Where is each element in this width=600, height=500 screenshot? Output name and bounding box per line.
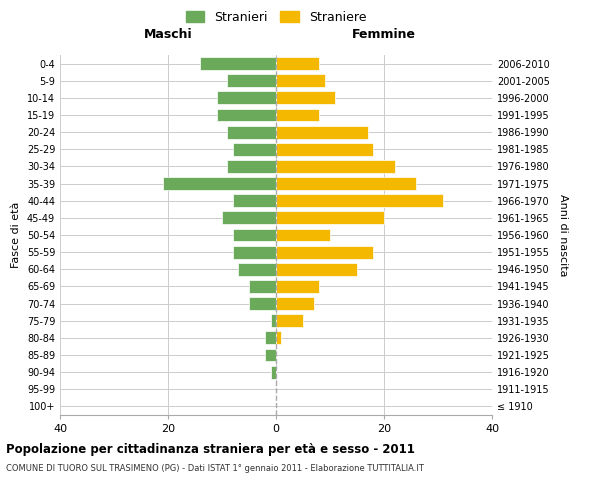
Text: Maschi: Maschi [143,28,193,40]
Bar [227,74,276,87]
Bar [233,246,276,258]
Y-axis label: Fasce di età: Fasce di età [11,202,21,268]
Bar [276,177,416,190]
Bar [276,246,373,258]
Bar [271,366,276,378]
Bar [200,57,276,70]
Legend: Stranieri, Straniere: Stranieri, Straniere [182,8,370,28]
Bar [276,126,368,138]
Bar [276,160,395,173]
Text: Femmine: Femmine [352,28,416,40]
Bar [233,228,276,241]
Bar [163,177,276,190]
Bar [227,160,276,173]
Bar [276,194,443,207]
Y-axis label: Anni di nascita: Anni di nascita [558,194,568,276]
Bar [249,280,276,293]
Bar [276,228,330,241]
Bar [276,108,319,122]
Bar [222,212,276,224]
Bar [233,143,276,156]
Bar [276,57,319,70]
Text: COMUNE DI TUORO SUL TRASIMENO (PG) - Dati ISTAT 1° gennaio 2011 - Elaborazione T: COMUNE DI TUORO SUL TRASIMENO (PG) - Dat… [6,464,424,473]
Bar [265,332,276,344]
Bar [271,314,276,327]
Bar [276,212,384,224]
Bar [276,143,373,156]
Bar [276,332,281,344]
Bar [217,92,276,104]
Bar [227,126,276,138]
Bar [217,108,276,122]
Text: Popolazione per cittadinanza straniera per età e sesso - 2011: Popolazione per cittadinanza straniera p… [6,442,415,456]
Bar [249,297,276,310]
Bar [276,314,303,327]
Bar [276,297,314,310]
Bar [276,280,319,293]
Bar [233,194,276,207]
Bar [238,263,276,276]
Bar [276,92,335,104]
Bar [276,74,325,87]
Bar [265,348,276,362]
Bar [276,263,357,276]
